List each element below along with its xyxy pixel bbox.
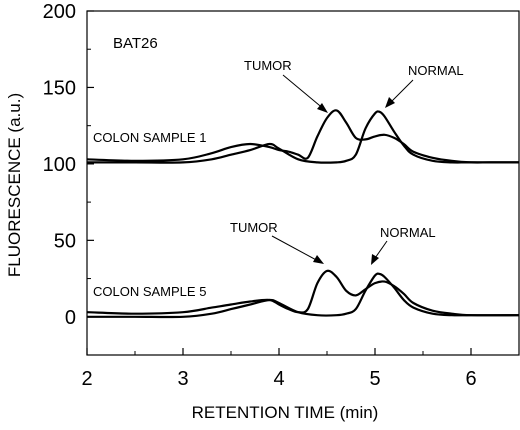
x-axis-title: RETENTION TIME (min) [192, 403, 379, 422]
x-tick-label: 2 [81, 368, 92, 390]
y-tick-label: 50 [54, 230, 76, 252]
tumor-label-1: TUMOR [244, 58, 292, 73]
series-line-colon-sample-1-normal [86, 110, 519, 164]
tumor-label-2: TUMOR [230, 220, 278, 235]
chromatogram-traces [86, 109, 520, 319]
series-line-colon-sample-1-tumor [86, 109, 519, 164]
series-line-colon-sample-5-tumor [86, 269, 520, 317]
x-tick-label: 4 [273, 368, 284, 390]
annotation-arrow-normal-1 [385, 79, 414, 108]
x-tick-label: 3 [177, 368, 188, 390]
sample1-label: COLON SAMPLE 1 [93, 130, 206, 145]
y-axis-title: FLUORESCENCE (a.u.) [5, 93, 24, 277]
annotation-arrow-tumor-2 [271, 235, 324, 264]
y-tick-label: 100 [43, 154, 76, 176]
x-tick-label: 5 [369, 368, 380, 390]
annotation-arrow-tumor-1 [282, 74, 328, 113]
series-line-colon-sample-5-normal [87, 272, 519, 319]
normal-label-2: NORMAL [380, 225, 436, 240]
sample5-label: COLON SAMPLE 5 [93, 284, 206, 299]
plot-frame [86, 10, 520, 356]
y-tick-label: 200 [43, 1, 76, 23]
annotation-arrow-normal-2 [371, 240, 388, 265]
y-tick-label: 0 [65, 307, 76, 329]
y-tick-label: 150 [43, 77, 76, 99]
normal-label-1: NORMAL [408, 63, 464, 78]
x-tick-label: 6 [465, 368, 476, 390]
marker-label: BAT26 [113, 35, 158, 52]
